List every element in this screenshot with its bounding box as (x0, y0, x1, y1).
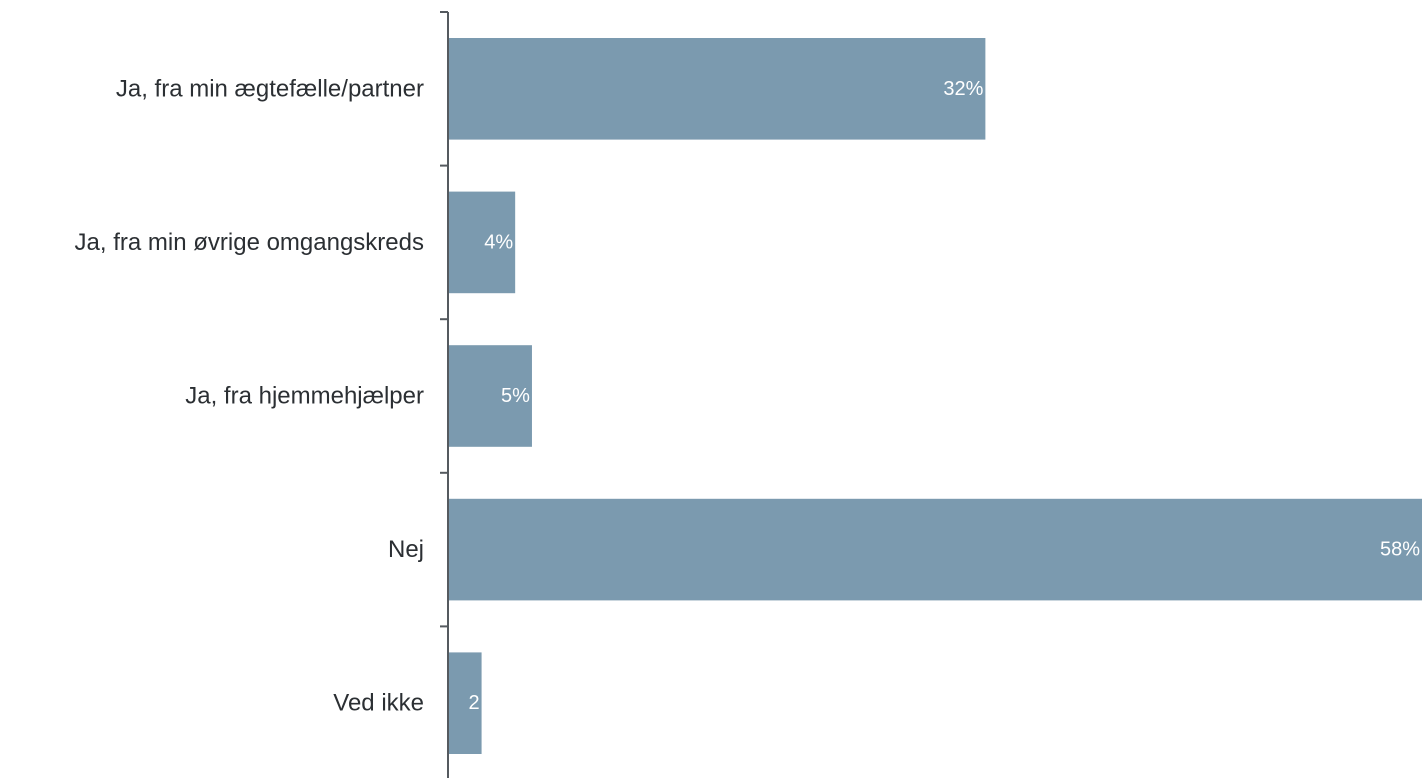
category-label: Nej (388, 536, 424, 563)
bar (449, 652, 482, 754)
category-label: Ved ikke (333, 690, 424, 717)
y-axis-ticks (440, 11, 448, 781)
bars (449, 38, 1422, 754)
data-label: 32% (943, 78, 983, 100)
bar (449, 345, 532, 447)
category-label: Ja, fra min ægtefælle/partner (116, 75, 424, 102)
category-label: Ja, fra hjemmehjælper (185, 383, 424, 410)
data-label: 58% (1380, 539, 1420, 561)
category-labels: Ja, fra min ægtefælle/partner Ja, fra min… (75, 75, 424, 716)
category-label: Ja, fra min øvrige omgangskreds (75, 229, 424, 256)
data-label: 4% (484, 231, 513, 253)
data-labels: 32% 4% 5% 58% 2 (468, 78, 1420, 714)
data-label: 2 (468, 692, 479, 714)
bar (449, 498, 1422, 601)
bar (449, 38, 986, 140)
bar (449, 191, 516, 294)
data-label: 5% (501, 385, 530, 407)
